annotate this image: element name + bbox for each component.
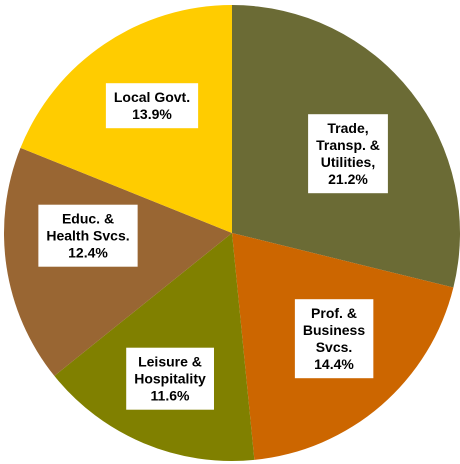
category-label: Leisure & (138, 354, 202, 370)
value-label: 13.9% (132, 106, 172, 122)
label-box (294, 299, 374, 379)
label-box (126, 347, 214, 410)
category-label: Business (303, 322, 365, 338)
slice-label: Trade,Transp. &Utilities,21.2% (308, 114, 388, 194)
slice-label: Educ. &Health Svcs.12.4% (38, 204, 138, 267)
value-label: 11.6% (151, 388, 190, 404)
value-label: 12.4% (68, 245, 108, 261)
category-label: Transp. & (316, 137, 380, 153)
category-label: Svcs. (316, 339, 353, 355)
value-label: 21.2% (328, 171, 368, 187)
slice-label: Local Govt.13.9% (105, 83, 199, 129)
category-label: Utilities, (321, 154, 375, 170)
category-label: Trade, (327, 120, 368, 136)
label-box (105, 83, 199, 129)
label-box (308, 114, 388, 194)
category-label: Prof. & (311, 305, 357, 321)
category-label: Local Govt. (114, 89, 190, 105)
category-label: Hospitality (134, 371, 206, 387)
label-box (38, 204, 138, 267)
category-label: Health Svcs. (46, 228, 129, 244)
value-label: 14.4% (314, 356, 354, 372)
category-label: Educ. & (62, 211, 114, 227)
